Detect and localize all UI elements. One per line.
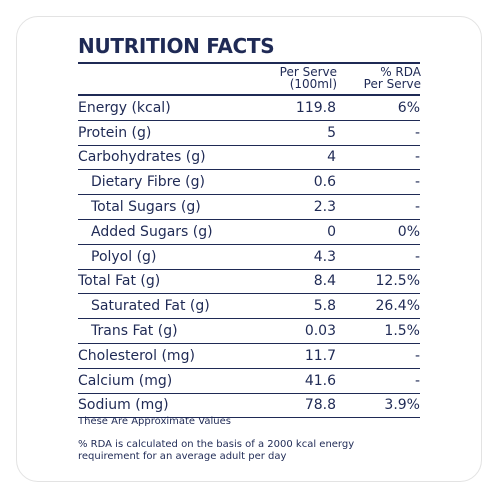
per-serve-header-line2: (100ml) bbox=[289, 77, 337, 91]
table-row: Calcium (mg) 41.6 - bbox=[78, 367, 420, 394]
per-serve-value: 8.4 bbox=[258, 268, 336, 294]
rda-value: - bbox=[336, 367, 420, 394]
table-row: Total Sugars (g) 2.3 - bbox=[78, 194, 420, 220]
rda-value: - bbox=[336, 194, 420, 220]
nutrition-table: Energy (kcal) 119.8 6% Protein (g) 5 - C… bbox=[78, 93, 420, 419]
per-serve-value: 0.03 bbox=[258, 318, 336, 344]
table-row: Energy (kcal) 119.8 6% bbox=[78, 93, 420, 121]
rda-footnote-line1: % RDA is calculated on the basis of a 20… bbox=[78, 439, 355, 450]
table-row: Carbohydrates (g) 4 - bbox=[78, 144, 420, 170]
table-row: Polyol (g) 4.3 - bbox=[78, 243, 420, 270]
per-serve-value: 4.3 bbox=[258, 243, 336, 270]
rda-value: - bbox=[336, 169, 420, 195]
nutrient-name: Protein (g) bbox=[78, 119, 258, 146]
nutrient-name: Calcium (mg) bbox=[78, 367, 258, 394]
per-serve-value: 119.8 bbox=[258, 93, 336, 121]
per-serve-value: 0 bbox=[258, 218, 336, 245]
nutrient-name: Polyol (g) bbox=[78, 243, 258, 270]
table-row: Total Fat (g) 8.4 12.5% bbox=[78, 268, 420, 294]
per-serve-value: 5 bbox=[258, 119, 336, 146]
per-serve-value: 41.6 bbox=[258, 367, 336, 394]
rda-value: 6% bbox=[336, 93, 420, 121]
rda-header: % RDA Per Serve bbox=[351, 66, 421, 90]
nutrient-name: Total Fat (g) bbox=[78, 268, 258, 294]
table-row: Added Sugars (g) 0 0% bbox=[78, 218, 420, 245]
approximate-values-note: These Are Approximate Values bbox=[78, 416, 231, 427]
table-row: Sodium (mg) 78.8 3.9% bbox=[78, 392, 420, 419]
rda-header-line1: % RDA bbox=[380, 65, 421, 79]
rda-value: 1.5% bbox=[336, 318, 420, 344]
nutrient-name: Cholesterol (mg) bbox=[78, 342, 258, 369]
table-row: Protein (g) 5 - bbox=[78, 119, 420, 146]
nutrient-name: Saturated Fat (g) bbox=[78, 293, 258, 319]
nutrient-name: Carbohydrates (g) bbox=[78, 144, 258, 170]
per-serve-value: 11.7 bbox=[258, 342, 336, 369]
table-row: Cholesterol (mg) 11.7 - bbox=[78, 342, 420, 369]
rda-value: 12.5% bbox=[336, 268, 420, 294]
nutrient-name: Sodium (mg) bbox=[78, 392, 258, 419]
title-divider bbox=[78, 62, 420, 64]
nutrition-title: NUTRITION FACTS bbox=[78, 34, 275, 58]
per-serve-value: 4 bbox=[258, 144, 336, 170]
table-row: Trans Fat (g) 0.03 1.5% bbox=[78, 318, 420, 344]
rda-value: - bbox=[336, 119, 420, 146]
per-serve-header-line1: Per Serve bbox=[279, 65, 337, 79]
rda-header-line2: Per Serve bbox=[363, 77, 421, 91]
rda-value: - bbox=[336, 243, 420, 270]
rda-value: 3.9% bbox=[336, 392, 420, 419]
nutrient-name: Total Sugars (g) bbox=[78, 194, 258, 220]
rda-value: - bbox=[336, 144, 420, 170]
per-serve-value: 2.3 bbox=[258, 194, 336, 220]
rda-footnote-line2: requirement for an average adult per day bbox=[78, 451, 287, 462]
table-row: Saturated Fat (g) 5.8 26.4% bbox=[78, 293, 420, 319]
rda-footnote: % RDA is calculated on the basis of a 20… bbox=[78, 439, 354, 463]
rda-value: 26.4% bbox=[336, 293, 420, 319]
per-serve-value: 0.6 bbox=[258, 169, 336, 195]
per-serve-value: 5.8 bbox=[258, 293, 336, 319]
nutrient-name: Trans Fat (g) bbox=[78, 318, 258, 344]
nutrient-name: Added Sugars (g) bbox=[78, 218, 258, 245]
nutrient-name: Energy (kcal) bbox=[78, 93, 258, 121]
rda-value: 0% bbox=[336, 218, 420, 245]
per-serve-header: Per Serve (100ml) bbox=[237, 66, 337, 90]
rda-value: - bbox=[336, 342, 420, 369]
table-row: Dietary Fibre (g) 0.6 - bbox=[78, 169, 420, 195]
per-serve-value: 78.8 bbox=[258, 392, 336, 419]
nutrient-name: Dietary Fibre (g) bbox=[78, 169, 258, 195]
